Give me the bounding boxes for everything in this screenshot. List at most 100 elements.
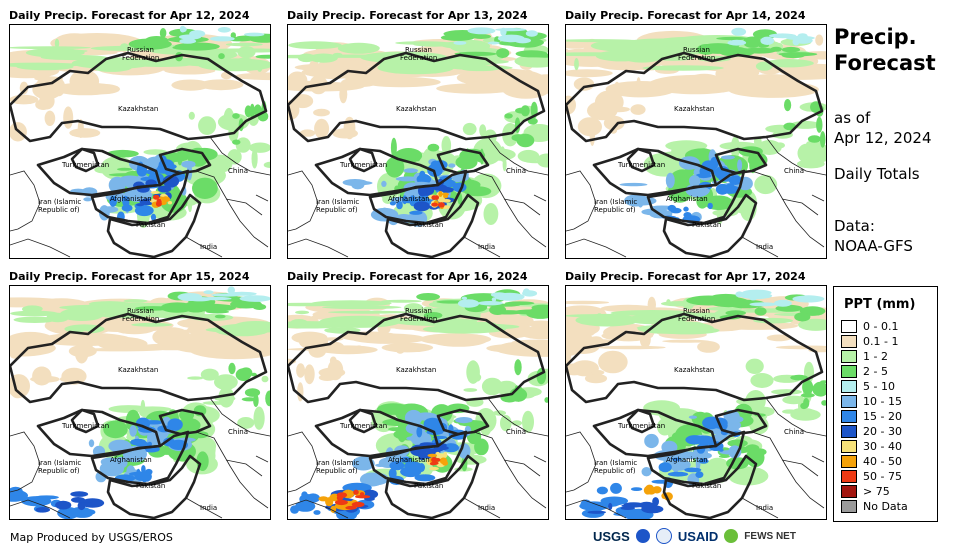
precip-area-10-15mm bbox=[108, 439, 132, 453]
precip-area-1-2mm bbox=[22, 305, 43, 313]
light-precip-area bbox=[436, 83, 516, 94]
country-border bbox=[566, 51, 824, 143]
precip-area-1-2mm bbox=[642, 65, 724, 71]
light-precip-area bbox=[567, 339, 600, 354]
panel-title: Daily Precip. Forecast for Apr 14, 2024 bbox=[565, 9, 806, 22]
light-precip-area bbox=[102, 322, 124, 327]
precip-area-10-15mm bbox=[352, 456, 375, 471]
country-label: Russian bbox=[405, 307, 432, 315]
precip-area-2-5mm bbox=[527, 117, 538, 125]
precip-area-1-2mm bbox=[16, 63, 74, 71]
precip-area-1-2mm bbox=[422, 324, 506, 334]
light-precip-area bbox=[614, 81, 620, 88]
precip-area-50-75mm bbox=[431, 195, 437, 201]
country-label: Kazakhstan bbox=[674, 366, 714, 374]
precip-area-15-20mm bbox=[418, 463, 425, 472]
coastline bbox=[225, 198, 263, 216]
precip-area-10-15mm bbox=[129, 425, 137, 437]
light-precip-area bbox=[68, 344, 97, 358]
legend-row: 50 - 75 bbox=[841, 469, 902, 484]
side-title: Precip. Forecast bbox=[834, 24, 936, 76]
precip-area-1-2mm bbox=[381, 299, 422, 303]
light-precip-area bbox=[709, 79, 775, 84]
precip-area-20-30mm bbox=[413, 201, 430, 212]
precip-map: Russian Federation Kazakhstan Turkmenistan C… bbox=[9, 24, 271, 259]
precip-area-2-5mm bbox=[511, 134, 526, 142]
precip-area-2-5mm bbox=[206, 310, 230, 314]
precip-area-30-40mm bbox=[429, 466, 439, 471]
precip-area-10-15mm bbox=[688, 415, 697, 419]
precip-area-1-2mm bbox=[102, 440, 111, 445]
precip-area-15-20mm bbox=[630, 487, 643, 491]
precip-area-40-50mm bbox=[318, 496, 329, 502]
precip-area-5-10mm bbox=[244, 32, 265, 37]
legend-swatch bbox=[841, 455, 857, 468]
country-border bbox=[348, 147, 378, 173]
precip-area-10-15mm bbox=[83, 197, 93, 202]
precip-area-2-5mm bbox=[232, 113, 240, 119]
precip-area-2-5mm bbox=[725, 310, 746, 316]
precip-area-2-5mm bbox=[812, 381, 826, 397]
light-precip-area bbox=[294, 63, 365, 72]
legend-row: 0.1 - 1 bbox=[841, 334, 898, 349]
legend-swatch bbox=[841, 440, 857, 453]
precip-area-5-10mm bbox=[490, 292, 508, 298]
country-label: Federation bbox=[122, 54, 159, 62]
country-border bbox=[10, 312, 268, 404]
precip-area-1-2mm bbox=[288, 41, 342, 50]
coastline bbox=[209, 136, 270, 176]
country-label: Pakistan bbox=[692, 221, 721, 229]
precip-area-5-10mm bbox=[792, 37, 800, 46]
light-precip-area bbox=[566, 300, 610, 305]
light-precip-area bbox=[450, 336, 473, 342]
precip-map: Russian Federation Kazakhstan Turkmenistan C… bbox=[565, 285, 827, 520]
country-border bbox=[90, 430, 190, 486]
precip-area-15-20mm bbox=[667, 471, 689, 477]
precip-area-5-10mm bbox=[495, 28, 527, 32]
logo-strip: USGS USAID FEWS NET bbox=[593, 528, 796, 544]
country-label: Iran (Islamic bbox=[316, 459, 359, 467]
precip-area-1-2mm bbox=[91, 63, 132, 72]
precip-area-30-40mm bbox=[167, 201, 173, 205]
country-label: Republic of) bbox=[38, 467, 80, 475]
country-label: Federation bbox=[122, 315, 159, 323]
precip-area-2-5mm bbox=[108, 173, 145, 177]
precip-area-2-5mm bbox=[803, 397, 810, 409]
precip-area-15-20mm bbox=[685, 435, 704, 445]
precip-area-2-5mm bbox=[244, 388, 261, 397]
precip-area-15-20mm bbox=[313, 510, 321, 515]
legend-row: 1 - 2 bbox=[841, 349, 888, 364]
coastline bbox=[741, 497, 779, 519]
country-label: China bbox=[228, 167, 248, 175]
precip-area-1-2mm bbox=[237, 57, 252, 63]
precip-area-5-10mm bbox=[179, 38, 197, 44]
precip-area-1-2mm bbox=[775, 142, 785, 149]
totals-label: Daily Totals bbox=[834, 165, 920, 183]
light-precip-area bbox=[39, 92, 55, 110]
precip-area-1-2mm bbox=[123, 299, 148, 303]
precip-area-50-75mm bbox=[336, 494, 343, 502]
precip-area-5-10mm bbox=[217, 27, 231, 33]
precip-area-15-20mm bbox=[400, 456, 412, 463]
legend-swatch bbox=[841, 320, 857, 333]
precip-area-2-5mm bbox=[820, 380, 826, 384]
precip-area-1-2mm bbox=[514, 54, 548, 68]
precip-map: Russian Federation Kazakhstan Turkmenistan C… bbox=[9, 285, 271, 520]
country-label: China bbox=[228, 428, 248, 436]
precip-area-10-15mm bbox=[719, 450, 741, 455]
precip-area-15-20mm bbox=[672, 457, 682, 461]
light-precip-area bbox=[566, 363, 584, 376]
precip-area-10-15mm bbox=[665, 172, 675, 189]
precip-area-2-5mm bbox=[784, 99, 792, 112]
coastline bbox=[473, 170, 547, 248]
precip-area-2-5mm bbox=[790, 374, 808, 381]
nws-logo-icon bbox=[655, 528, 672, 544]
light-precip-area bbox=[766, 334, 792, 342]
precip-area-15-20mm bbox=[137, 419, 148, 425]
legend-label: No Data bbox=[863, 500, 908, 513]
precip-area-1-2mm bbox=[462, 122, 477, 136]
coastline bbox=[10, 431, 41, 493]
legend-swatch bbox=[841, 410, 857, 423]
precip-area-2-5mm bbox=[235, 368, 252, 381]
country-label: Russian bbox=[127, 46, 154, 54]
